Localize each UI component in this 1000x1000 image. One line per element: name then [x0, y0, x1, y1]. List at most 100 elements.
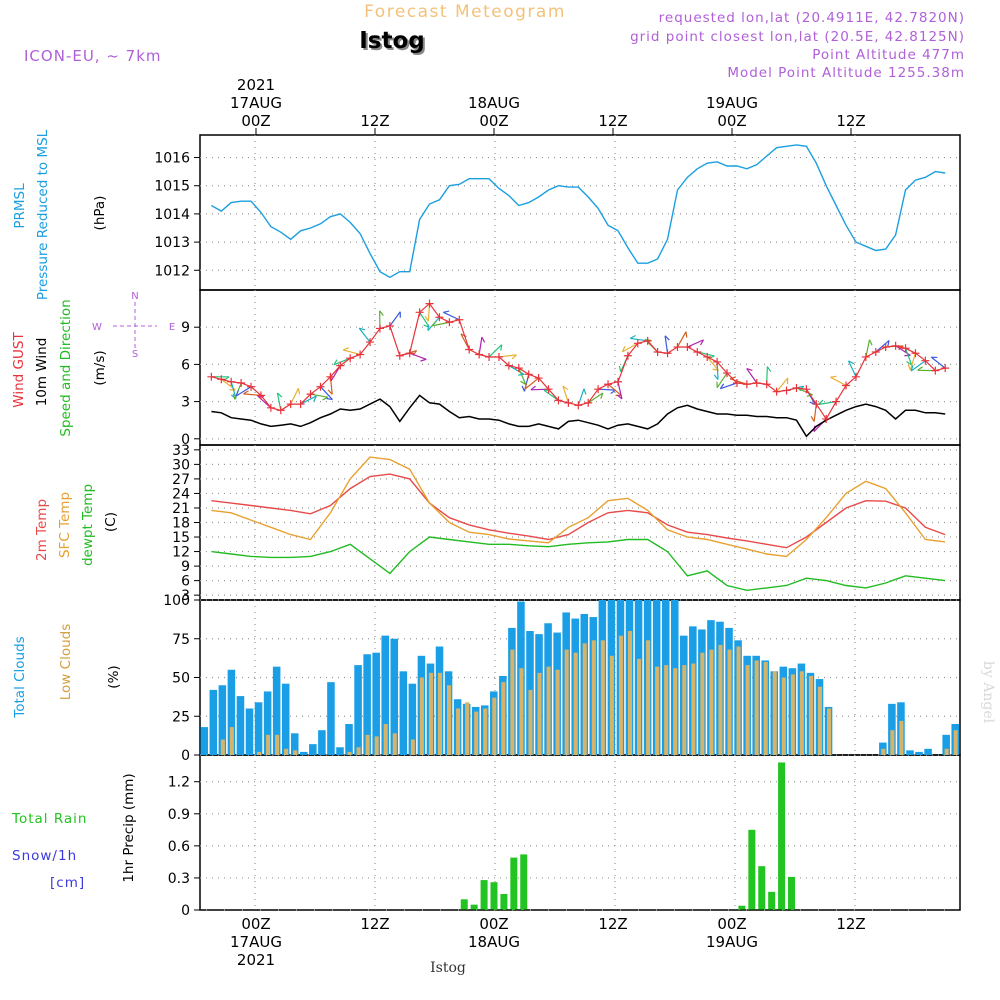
- total-cloud-bar: [290, 733, 299, 755]
- low-cloud-bar: [266, 734, 271, 755]
- pressure-label-1: PRMSL: [12, 183, 28, 229]
- low-cloud-bar: [944, 748, 949, 755]
- wind-barb: [865, 339, 871, 358]
- wind-barb: [543, 389, 559, 401]
- gust-marker: [842, 381, 851, 390]
- bottom-time-label: 12Z: [836, 915, 865, 933]
- y-tick-label: 12: [172, 545, 190, 561]
- point-altitude: Point Altitude 477m: [812, 47, 965, 63]
- wind-barb: [746, 368, 758, 384]
- prmsl-line: [211, 144, 946, 279]
- rain-bar: [520, 854, 528, 910]
- low-cloud-bar: [637, 658, 642, 755]
- wind-barb: [518, 367, 527, 385]
- gust-marker: [504, 361, 513, 370]
- gust-marker: [613, 377, 622, 386]
- gust-marker: [237, 379, 246, 387]
- low-cloud-bar: [655, 666, 660, 755]
- wind-barb-head: [848, 360, 855, 365]
- low-cloud-bar: [745, 665, 750, 755]
- gust-marker: [465, 345, 474, 354]
- gust-marker: [514, 364, 523, 373]
- rain-bar: [778, 762, 786, 910]
- location-title-shadow: Istog: [361, 30, 427, 56]
- low-cloud-bar: [673, 668, 678, 755]
- gust-marker: [703, 352, 712, 361]
- gust-marker: [266, 403, 275, 412]
- gust-marker: [643, 336, 652, 345]
- gust-marker: [693, 348, 702, 356]
- wind-barb-head: [685, 331, 688, 338]
- gust-marker: [832, 397, 841, 406]
- gust-marker: [346, 354, 355, 363]
- gust-marker: [534, 374, 543, 383]
- t2m-line: [211, 473, 946, 549]
- total-cloud-bar: [888, 703, 896, 755]
- total-cloud-bar: [236, 696, 245, 755]
- wind-barb-head: [313, 395, 317, 402]
- y-tick-label: 9: [181, 559, 190, 575]
- low-cloud-bar: [727, 649, 732, 755]
- wind-barb: [230, 381, 237, 399]
- gust-marker: [247, 382, 256, 391]
- sfc-temp-line: [211, 456, 946, 558]
- total-cloud-bar: [381, 635, 389, 755]
- wind-barb-head: [460, 333, 467, 338]
- compass-w: W: [92, 322, 102, 333]
- gust-marker: [881, 343, 890, 352]
- total-cloud-bar: [209, 689, 218, 755]
- low-cloud-bar: [627, 631, 633, 755]
- top-time-label: 18AUG: [468, 94, 520, 112]
- gust-marker: [683, 343, 692, 352]
- clouds-panel: [200, 600, 959, 755]
- wind-barb-head: [766, 366, 772, 372]
- wind-barb-head: [359, 327, 366, 331]
- top-time-label: 12Z: [360, 112, 389, 130]
- top-time-label: 00Z: [479, 112, 508, 130]
- gust-marker: [455, 315, 464, 324]
- total-cloud-bar: [915, 751, 923, 755]
- wind-barb: [776, 377, 789, 393]
- rain-bar: [480, 880, 488, 910]
- wind-barb-head: [907, 364, 911, 371]
- wind-barb-head: [917, 366, 923, 371]
- low-cloud-bar: [365, 734, 370, 755]
- wind-barb: [909, 353, 917, 371]
- wind-barb-head: [810, 416, 815, 422]
- bottom-time-label: 18AUG: [468, 933, 520, 951]
- gust-marker: [822, 414, 831, 423]
- gust-marker: [227, 377, 236, 386]
- panel-frame-precip: [199, 754, 961, 911]
- y-tick-label: 0.9: [168, 807, 190, 823]
- gust-marker: [574, 401, 583, 410]
- total-cloud-bar: [254, 702, 263, 755]
- total-cloud-bar: [218, 685, 227, 755]
- low-cloud-bar: [700, 652, 705, 755]
- low-cloud-bar: [817, 686, 823, 755]
- y-tick-label: 18: [172, 516, 190, 532]
- y-tick-label: 25: [172, 709, 190, 725]
- wind-barb-head: [511, 354, 517, 360]
- low-cloud-bar: [293, 750, 298, 755]
- wind-barb: [587, 392, 604, 404]
- y-tick-label: 0.6: [168, 839, 190, 855]
- gust-marker: [762, 380, 771, 389]
- wind-barb: [358, 327, 371, 343]
- compass-e: E: [169, 322, 175, 333]
- total-clouds-label: Total Clouds: [12, 636, 28, 718]
- wind-barb: [562, 385, 569, 404]
- total-cloud-bar: [309, 744, 317, 755]
- wind-barb: [320, 386, 333, 401]
- wind-barb-head: [621, 346, 626, 353]
- location-title: Istog: [359, 28, 425, 54]
- y-tick-label: 0: [181, 903, 190, 919]
- gust-marker: [296, 400, 305, 409]
- total-cloud-bar: [263, 691, 272, 755]
- rain-bar: [768, 891, 776, 910]
- wind-barb: [409, 352, 427, 360]
- temp-unit: (C): [103, 512, 119, 532]
- low-cloud-bar: [772, 671, 777, 755]
- sfc-temp-label: SFC Temp: [57, 492, 73, 558]
- dewpt-label: dewpt Temp: [80, 484, 96, 566]
- low-cloud-bar: [618, 635, 623, 755]
